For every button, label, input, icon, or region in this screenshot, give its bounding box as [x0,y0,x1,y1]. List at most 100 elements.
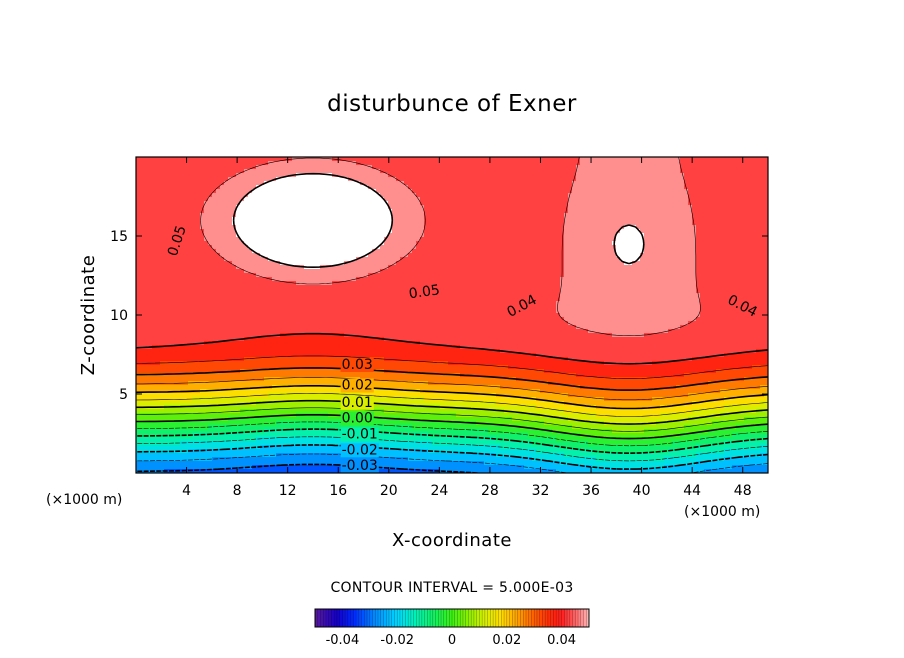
field-cell [172,165,177,170]
field-cell [648,261,653,266]
field-cell [480,257,485,262]
field-cell [140,273,145,278]
field-cell [392,225,397,230]
field-cell [372,201,377,206]
field-cell [508,221,513,226]
field-cell [496,205,501,210]
field-cell [304,245,309,250]
field-cell [604,261,609,266]
field-cell [264,281,269,286]
field-cell [628,241,633,246]
field-cell [520,209,525,214]
field-cell [548,189,553,194]
field-cell [496,277,501,282]
field-cell [224,169,229,174]
field-cell [244,233,249,238]
field-cell [408,165,413,170]
field-cell [688,173,693,178]
field-cell [204,209,209,214]
field-cell [136,281,141,286]
field-cell [264,233,269,238]
field-cell [228,157,233,162]
field-cell [504,169,509,174]
field-cell [388,281,393,286]
field-cell [396,217,401,222]
field-cell [300,177,305,182]
field-cell [644,233,649,238]
field-cell [536,225,541,230]
field-cell [712,241,717,246]
field-cell [180,273,185,278]
field-cell [664,253,669,258]
field-cell [428,225,433,230]
field-cell [184,249,189,254]
field-cell [516,261,521,266]
field-cell [220,201,225,206]
field-cell [640,197,645,202]
field-cell [472,217,477,222]
field-cell [324,261,329,266]
field-cell [520,237,525,242]
field-cell [688,185,693,190]
field-cell [312,177,317,182]
field-cell [576,177,581,182]
field-cell [500,241,505,246]
field-cell [136,229,141,234]
field-cell [208,249,213,254]
field-cell [308,253,313,258]
field-cell [624,273,629,278]
field-cell [600,269,605,274]
field-cell [340,193,345,198]
field-cell [288,281,293,286]
field-cell [444,229,449,234]
field-cell [204,261,209,266]
field-cell [532,193,537,198]
field-cell [264,157,269,162]
field-cell [480,277,485,282]
field-cell [332,269,337,274]
field-cell [272,181,277,186]
field-cell [524,165,529,170]
field-cell [200,189,205,194]
field-cell [296,161,301,166]
field-cell [200,205,205,210]
field-cell [156,217,161,222]
field-cell [276,277,281,282]
field-cell [188,165,193,170]
field-cell [420,193,425,198]
field-cell [484,233,489,238]
field-cell [632,181,637,186]
field-cell [560,205,565,210]
field-cell [684,157,689,162]
field-cell [696,193,701,198]
field-cell [168,157,173,162]
field-cell [196,217,201,222]
field-cell [380,181,385,186]
field-cell [644,269,649,274]
field-cell [256,237,261,242]
field-cell [636,229,641,234]
field-cell [512,229,517,234]
field-cell [552,265,557,270]
field-cell [280,209,285,214]
field-cell [708,253,713,258]
field-cell [220,209,225,214]
field-cell [164,205,169,210]
field-cell [592,269,597,274]
field-cell [748,277,753,282]
field-cell [408,201,413,206]
field-cell [236,169,241,174]
field-cell [588,185,593,190]
field-cell [744,201,749,206]
field-cell [616,193,621,198]
field-cell [208,181,213,186]
field-cell [652,157,657,162]
field-cell [232,269,237,274]
field-cell [616,177,621,182]
field-cell [444,161,449,166]
field-cell [480,233,485,238]
field-cell [408,245,413,250]
field-cell [536,257,541,262]
field-cell [252,193,257,198]
field-cell [756,253,761,258]
